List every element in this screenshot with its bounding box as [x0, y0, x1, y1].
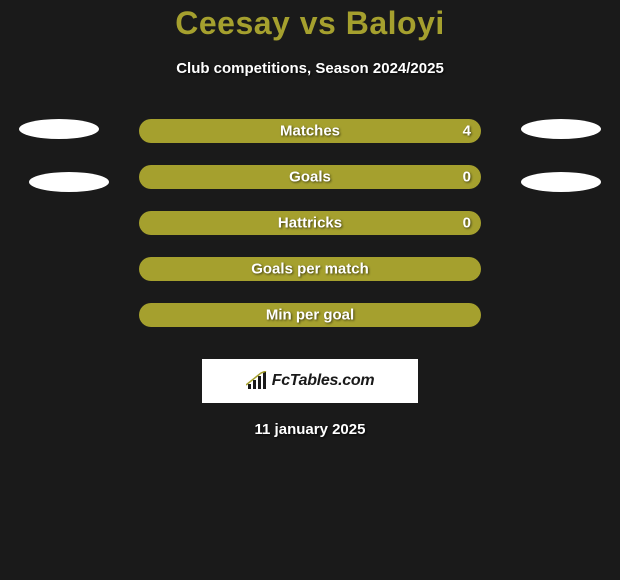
player2-marker-matches: [521, 119, 601, 139]
stat-row-goals: Goals 0: [0, 165, 620, 211]
stat-label: Min per goal: [266, 307, 354, 324]
player2-marker-goals: [521, 172, 601, 192]
stat-label: Matches: [280, 123, 340, 140]
stat-bar-goals-per-match: Goals per match: [139, 257, 481, 281]
brand-logo-box[interactable]: FcTables.com: [202, 359, 418, 403]
stat-value: 4: [463, 123, 471, 140]
stat-label: Hattricks: [278, 215, 342, 232]
main-container: Ceesay vs Baloyi Club competitions, Seas…: [0, 0, 620, 438]
brand-logo-inner: FcTables.com: [246, 371, 375, 391]
player1-marker-matches: [19, 119, 99, 139]
stat-row-min-per-goal: Min per goal: [0, 303, 620, 349]
stat-bar-min-per-goal: Min per goal: [139, 303, 481, 327]
date-label: 11 january 2025: [0, 421, 620, 438]
comparison-title: Ceesay vs Baloyi: [0, 5, 620, 42]
stats-area: Matches 4 Goals 0 Hattricks 0 Goals per …: [0, 119, 620, 349]
stat-row-hattricks: Hattricks 0: [0, 211, 620, 257]
stat-row-matches: Matches 4: [0, 119, 620, 165]
stat-bar-matches: Matches 4: [139, 119, 481, 143]
stat-bar-hattricks: Hattricks 0: [139, 211, 481, 235]
player1-marker-goals: [29, 172, 109, 192]
brand-logo-text: FcTables.com: [272, 372, 375, 390]
stat-value: 0: [463, 169, 471, 186]
stat-label: Goals: [289, 169, 331, 186]
stat-bar-goals: Goals 0: [139, 165, 481, 189]
season-subtitle: Club competitions, Season 2024/2025: [0, 60, 620, 77]
stat-value: 0: [463, 215, 471, 232]
stat-row-goals-per-match: Goals per match: [0, 257, 620, 303]
chart-icon: [246, 371, 268, 391]
stat-label: Goals per match: [251, 261, 369, 278]
